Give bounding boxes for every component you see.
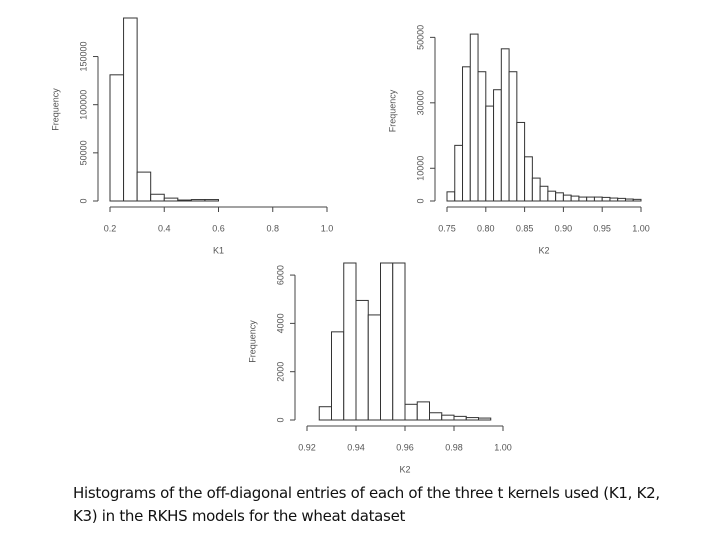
histogram-bar <box>454 144 464 202</box>
y-tick-label: 150000 <box>78 42 88 72</box>
histogram-bar <box>109 74 125 202</box>
histogram-bar <box>524 156 533 202</box>
histogram-bar <box>465 417 479 421</box>
x-tick-label: 0.8 <box>266 223 279 233</box>
x-axis-label: K2 <box>399 464 410 474</box>
x-tick-label: 0.6 <box>212 223 225 233</box>
x-tick-label: 0.96 <box>396 442 414 452</box>
y-axis-label: Frequency <box>50 88 60 131</box>
y-tick-label: 100000 <box>78 90 88 120</box>
histogram-bar <box>416 401 430 421</box>
y-tick-label: 50000 <box>78 140 88 165</box>
x-tick-label: 0.95 <box>593 223 611 233</box>
histogram-bar <box>624 198 634 202</box>
histogram-bar <box>441 414 455 421</box>
x-tick-label: 0.90 <box>555 223 573 233</box>
x-tick-label: 0.2 <box>104 223 117 233</box>
y-tick-label: 0 <box>415 198 425 203</box>
histogram-bar <box>318 406 332 421</box>
histogram-bar <box>516 121 526 202</box>
x-tick-label: 1.00 <box>632 223 650 233</box>
x-axis-label: K1 <box>213 245 224 255</box>
histogram-bar <box>601 196 611 202</box>
x-tick-label: 0.80 <box>477 223 495 233</box>
histogram-bar <box>539 185 549 202</box>
histogram-bar <box>462 66 471 202</box>
histogram-bar <box>404 403 418 421</box>
y-axis-label: Frequency <box>387 89 397 132</box>
y-tick-label: 50000 <box>415 25 425 50</box>
y-tick-label: 0 <box>275 417 285 422</box>
histogram-bar <box>163 197 179 202</box>
histogram-bar <box>617 197 626 202</box>
x-tick-label: 0.75 <box>438 223 456 233</box>
histogram-bar <box>331 331 345 421</box>
x-tick-label: 0.92 <box>298 442 316 452</box>
y-tick-label: 4000 <box>275 313 285 333</box>
histogram-bar <box>555 192 564 202</box>
x-tick-label: 1.00 <box>494 442 512 452</box>
histogram-bar <box>355 299 369 421</box>
y-tick-label: 10000 <box>415 156 425 181</box>
histogram-bar <box>570 195 580 202</box>
histogram-bar <box>469 33 479 202</box>
histogram-bar <box>367 314 381 421</box>
histogram-bar <box>477 71 487 202</box>
histogram-bar <box>343 262 357 421</box>
y-tick-label: 0 <box>78 198 88 203</box>
x-tick-label: 0.94 <box>347 442 365 452</box>
y-axis-label: Frequency <box>247 320 257 363</box>
histogram-bar <box>609 197 619 202</box>
histogram-bar <box>123 17 138 202</box>
histogram-bar <box>500 48 510 202</box>
x-tick-label: 0.98 <box>445 442 463 452</box>
histogram-bar <box>136 171 152 202</box>
histogram-bar <box>547 190 557 202</box>
caption: Histograms of the off-diagonal entries o… <box>73 484 660 525</box>
histogram-bar <box>392 262 406 421</box>
histogram-bar <box>380 262 394 421</box>
histogram-bar <box>586 196 595 202</box>
histogram-bar <box>632 198 642 202</box>
histogram-bar <box>150 193 165 202</box>
y-tick-label: 30000 <box>415 90 425 115</box>
histogram-bar <box>204 199 219 202</box>
histogram-bar <box>531 177 541 202</box>
histogram-bar <box>493 89 502 202</box>
y-tick-label: 6000 <box>275 265 285 285</box>
histogram-bar <box>453 415 467 421</box>
histogram-bar <box>190 199 206 202</box>
histogram-bar <box>429 412 443 421</box>
histogram-bar <box>446 191 456 202</box>
histogram-bar <box>593 196 603 202</box>
histogram-bar <box>562 194 572 202</box>
histogram-bar <box>177 199 192 202</box>
x-tick-label: 1.0 <box>321 223 334 233</box>
y-tick-label: 2000 <box>275 362 285 382</box>
histogram-bar <box>485 105 495 202</box>
histogram-bar <box>578 196 588 202</box>
x-tick-label: 0.4 <box>158 223 171 233</box>
histogram-bar <box>508 71 518 202</box>
x-axis-label: K2 <box>538 245 549 255</box>
histogram-bar <box>478 417 492 421</box>
x-tick-label: 0.85 <box>516 223 534 233</box>
